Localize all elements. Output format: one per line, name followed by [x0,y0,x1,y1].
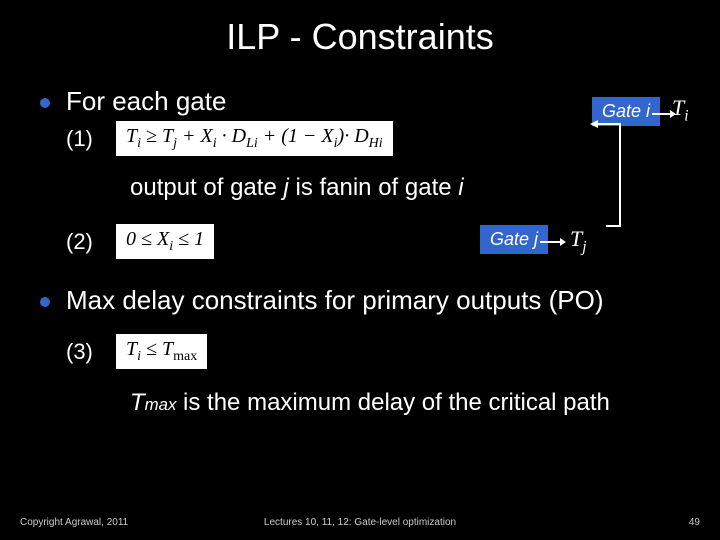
gate-j-box: Gate j [480,225,548,254]
equation-2-row: (2) 0 ≤ Xi ≤ 1 [66,224,680,259]
tmax-line: Tmax is the maximum delay of the critica… [130,389,680,417]
bullet-2-text: Max delay constraints for primary output… [66,285,680,316]
eq-2-formula: 0 ≤ Xi ≤ 1 [116,224,214,259]
bullet-2-row: Max delay constraints for primary output… [40,285,680,316]
eq-1-formula: Ti ≥ Tj + Xi · DLi + (1 − Xi)· DHi [116,121,393,156]
output-line: output of gate j is fanin of gate i [130,174,680,202]
equation-1-row: (1) Ti ≥ Tj + Xi · DLi + (1 − Xi)· DHi [66,121,680,156]
slide-title: ILP - Constraints [0,0,720,58]
eq-1-number: (1) [66,126,102,152]
ti-label: Ti [672,95,689,125]
bullet-1-text: For each gate [66,86,680,117]
bullet-dot [40,297,50,307]
eq-2-number: (2) [66,229,102,255]
footer-page-number: 49 [689,517,700,528]
tj-label: Tj [570,226,587,256]
footer-copyright: Copyright Agrawal, 2011 [20,517,128,528]
equation-3-row: (3) Ti ≤ Tmax [66,334,680,369]
gate-i-box: Gate i [592,97,660,126]
bullet-dot [40,98,50,108]
eq-3-formula: Ti ≤ Tmax [116,334,207,369]
eq-3-number: (3) [66,339,102,365]
footer-lecture: Lectures 10, 11, 12: Gate-level optimiza… [264,517,456,528]
bullet-1-row: For each gate [40,86,680,117]
